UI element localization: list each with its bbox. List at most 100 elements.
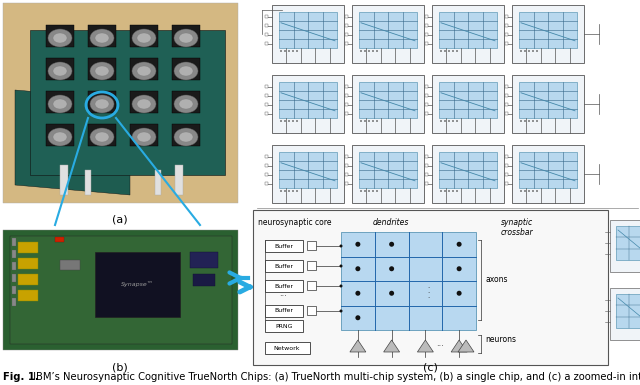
Text: ...: ...: [436, 340, 444, 348]
Bar: [519, 82, 577, 118]
Circle shape: [284, 50, 286, 52]
Polygon shape: [417, 340, 433, 352]
Circle shape: [456, 50, 458, 52]
Circle shape: [355, 315, 360, 320]
Ellipse shape: [179, 99, 193, 109]
Circle shape: [339, 244, 342, 248]
Circle shape: [376, 190, 378, 192]
Ellipse shape: [53, 99, 67, 109]
Bar: [432, 145, 504, 203]
Bar: [345, 42, 348, 45]
Ellipse shape: [95, 33, 109, 43]
Bar: [359, 152, 417, 188]
Circle shape: [524, 50, 526, 52]
Bar: [265, 173, 268, 176]
Circle shape: [440, 50, 442, 52]
Circle shape: [440, 120, 442, 122]
Circle shape: [296, 190, 298, 192]
Bar: [345, 112, 348, 115]
Circle shape: [389, 291, 394, 296]
Text: Buffer: Buffer: [275, 263, 294, 268]
Circle shape: [536, 50, 538, 52]
Ellipse shape: [132, 29, 156, 47]
Ellipse shape: [132, 95, 156, 113]
Bar: [345, 103, 348, 106]
Ellipse shape: [90, 29, 114, 47]
Bar: [345, 33, 348, 36]
Circle shape: [528, 120, 530, 122]
Circle shape: [456, 120, 458, 122]
Bar: [265, 94, 268, 97]
Bar: [3, 3, 238, 203]
Bar: [425, 85, 428, 88]
Bar: [432, 5, 504, 63]
Bar: [190, 252, 218, 268]
Circle shape: [448, 50, 450, 52]
Bar: [505, 173, 508, 176]
Text: synaptic
crossbar: synaptic crossbar: [501, 218, 534, 238]
Ellipse shape: [179, 33, 193, 43]
Ellipse shape: [90, 95, 114, 113]
Circle shape: [355, 266, 360, 271]
Text: .
.
.: . . .: [428, 283, 430, 299]
Circle shape: [372, 50, 374, 52]
Bar: [345, 15, 348, 18]
Bar: [88, 25, 116, 47]
Circle shape: [452, 50, 454, 52]
Bar: [18, 290, 38, 301]
Bar: [512, 75, 584, 133]
Bar: [175, 165, 183, 195]
Circle shape: [440, 190, 442, 192]
Bar: [425, 15, 428, 18]
Circle shape: [456, 242, 461, 247]
Circle shape: [444, 120, 446, 122]
Circle shape: [536, 190, 538, 192]
Text: (a): (a): [112, 215, 128, 225]
Bar: [352, 75, 424, 133]
Ellipse shape: [95, 66, 109, 76]
Bar: [505, 182, 508, 185]
Bar: [425, 164, 428, 167]
Bar: [425, 182, 428, 185]
Bar: [616, 226, 640, 260]
Bar: [519, 152, 577, 188]
Bar: [279, 82, 337, 118]
Bar: [272, 75, 344, 133]
Bar: [172, 124, 200, 146]
Circle shape: [339, 264, 342, 268]
Ellipse shape: [137, 132, 151, 142]
Bar: [130, 58, 158, 80]
Circle shape: [292, 190, 294, 192]
Circle shape: [444, 50, 446, 52]
Circle shape: [536, 120, 538, 122]
Bar: [253, 210, 608, 365]
Ellipse shape: [174, 95, 198, 113]
Ellipse shape: [53, 66, 67, 76]
Bar: [616, 294, 640, 328]
Circle shape: [288, 190, 290, 192]
Text: PRNG: PRNG: [275, 323, 292, 328]
Text: Fig. 1.: Fig. 1.: [3, 372, 39, 382]
Circle shape: [372, 190, 374, 192]
Bar: [85, 170, 91, 195]
Ellipse shape: [174, 128, 198, 146]
Bar: [88, 124, 116, 146]
Ellipse shape: [90, 62, 114, 80]
Polygon shape: [451, 340, 467, 352]
Circle shape: [284, 190, 286, 192]
Bar: [46, 91, 74, 113]
Bar: [425, 42, 428, 45]
Bar: [307, 261, 316, 270]
Circle shape: [364, 120, 366, 122]
Circle shape: [368, 120, 370, 122]
Ellipse shape: [90, 128, 114, 146]
Bar: [272, 145, 344, 203]
Ellipse shape: [174, 29, 198, 47]
Circle shape: [452, 120, 454, 122]
Text: (c): (c): [422, 362, 437, 372]
Ellipse shape: [179, 66, 193, 76]
Bar: [265, 305, 303, 317]
Circle shape: [364, 190, 366, 192]
Text: axons: axons: [485, 276, 508, 285]
Bar: [46, 124, 74, 146]
